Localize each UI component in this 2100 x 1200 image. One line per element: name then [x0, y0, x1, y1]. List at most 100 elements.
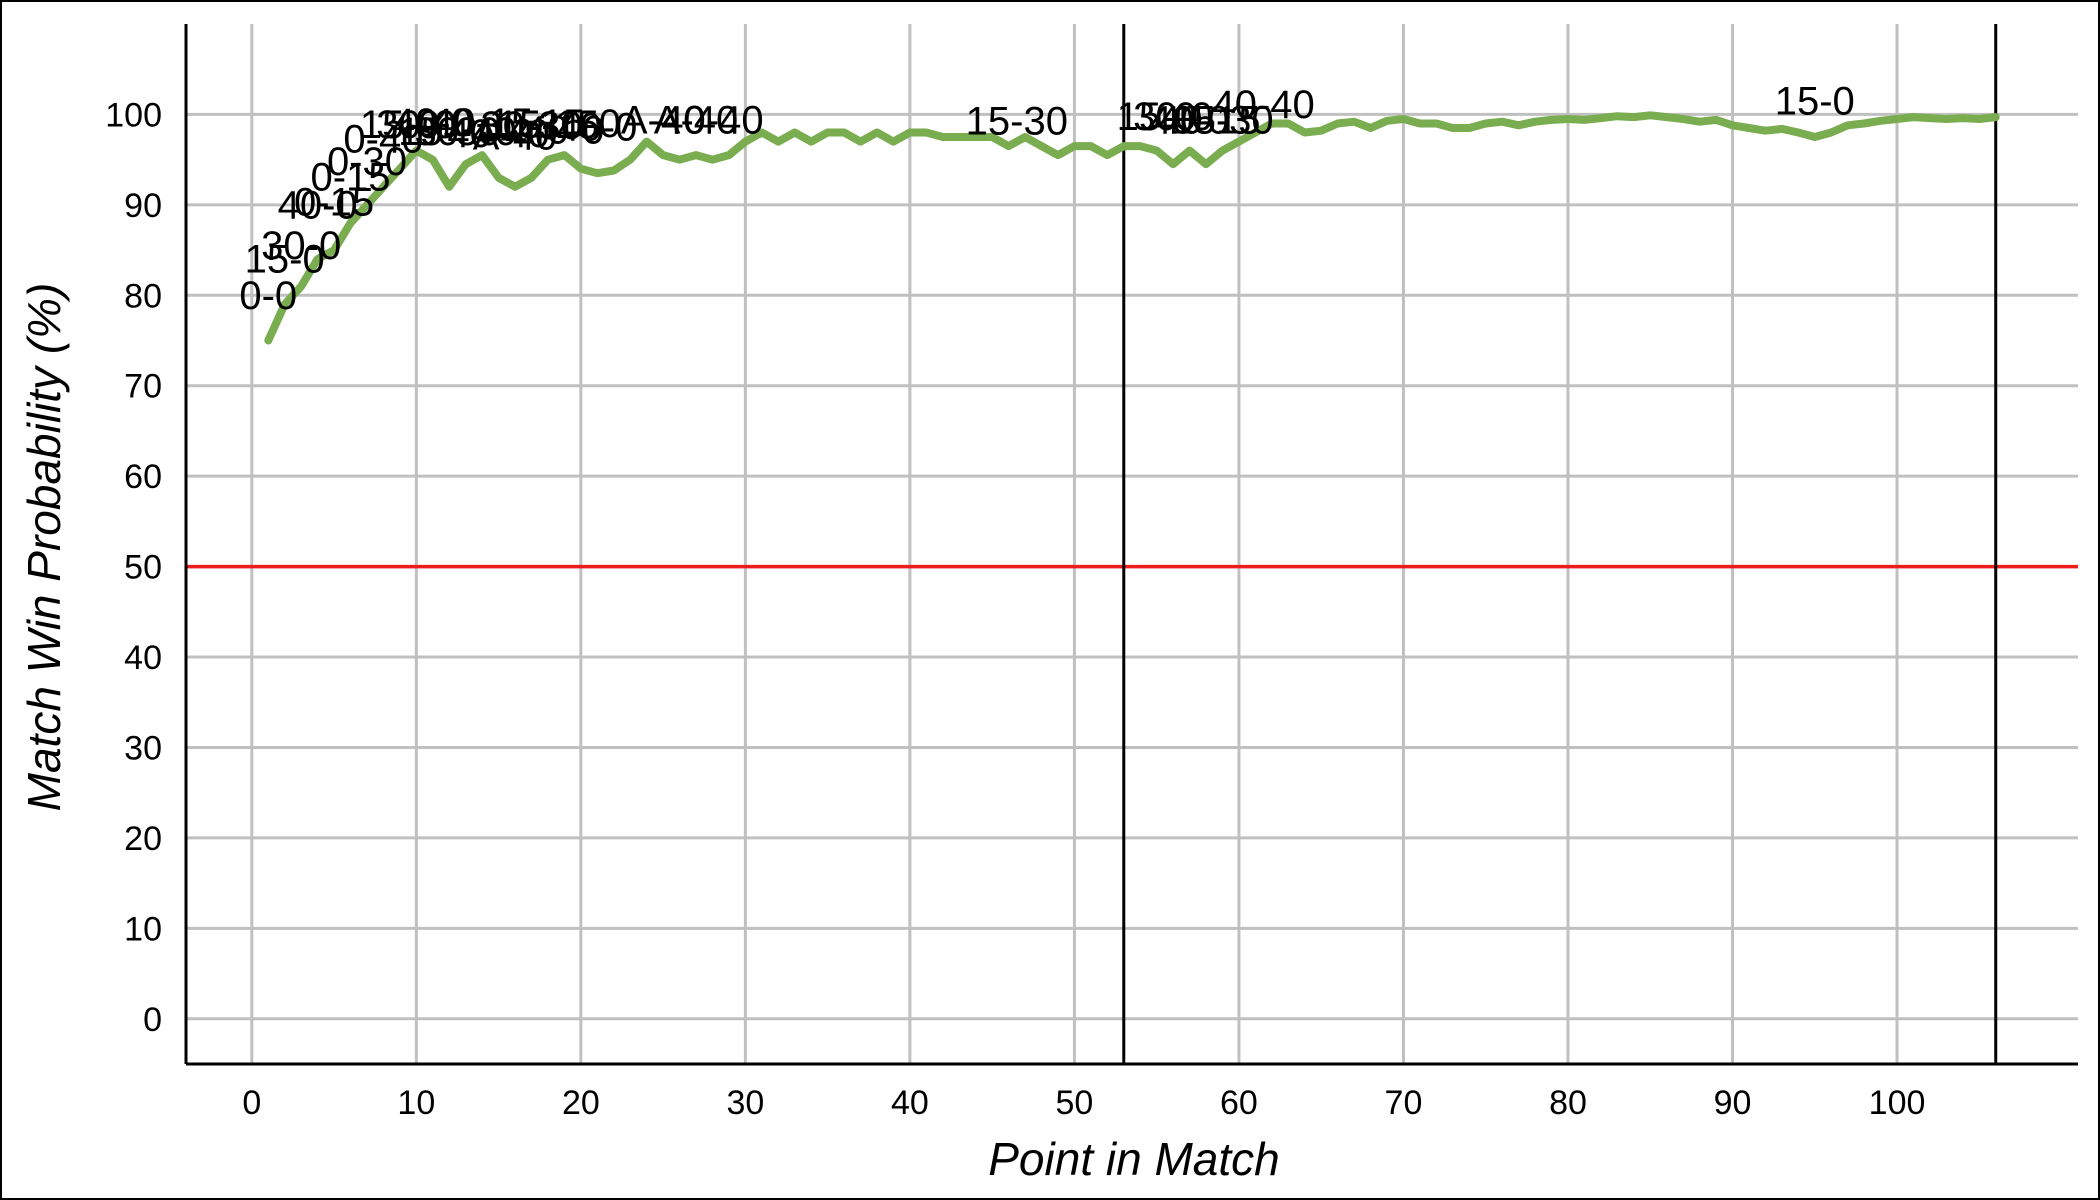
axes	[184, 24, 2078, 1066]
data-point-71	[1419, 123, 1420, 124]
score-label-17: 15-15	[497, 103, 599, 147]
score-label-22: A-40	[654, 98, 739, 142]
score-label-21: A-40	[621, 98, 706, 142]
data-point-105	[1979, 118, 1980, 119]
data-point-23	[630, 159, 631, 160]
data-point-53	[1123, 146, 1124, 147]
score-label-7: 0-40	[343, 117, 423, 161]
data-point-43	[959, 137, 960, 138]
score-label-3: 40-0	[278, 183, 358, 227]
score-label-2: 30-0	[261, 224, 341, 268]
data-point-90	[1732, 125, 1733, 126]
x-tick-label-0: 0	[242, 1084, 261, 1122]
data-point-16	[515, 186, 516, 187]
score-label-13: 40-15	[431, 101, 533, 145]
x-tick-label-50: 50	[1056, 1084, 1094, 1122]
score-label-4: 0-15	[294, 181, 374, 225]
data-point-64	[1304, 132, 1305, 133]
x-tick-label-60: 60	[1220, 1084, 1258, 1122]
data-point-84	[1633, 117, 1634, 118]
y-tick-label-100: 100	[105, 96, 162, 134]
data-point-86	[1666, 117, 1667, 118]
data-point-29	[728, 155, 729, 156]
data-point-36	[844, 132, 845, 133]
data-point-95	[1814, 137, 1815, 138]
data-point-13	[465, 164, 466, 165]
y-tick-label-60: 60	[124, 458, 162, 496]
x-tick-label-90: 90	[1714, 1084, 1752, 1122]
data-point-80	[1567, 118, 1568, 119]
data-point-89	[1716, 119, 1717, 120]
data-point-98	[1864, 123, 1865, 124]
series-layer	[264, 111, 2000, 345]
reference-lines	[186, 24, 2078, 1064]
y-tick-label-50: 50	[124, 549, 162, 587]
data-point-3	[301, 286, 302, 287]
data-point-54	[1140, 146, 1141, 147]
data-point-1	[268, 340, 269, 341]
data-point-79	[1551, 119, 1552, 120]
data-point-83	[1617, 116, 1618, 117]
data-point-48	[1041, 146, 1042, 147]
data-point-97	[1847, 125, 1848, 126]
x-tick-label-20: 20	[562, 1084, 600, 1122]
data-point-68	[1370, 128, 1371, 129]
data-point-91	[1748, 128, 1749, 129]
data-point-65	[1321, 130, 1322, 131]
data-point-26	[679, 159, 680, 160]
data-point-102	[1929, 118, 1930, 119]
score-label-29: 15-30	[1171, 98, 1273, 142]
score-label-16: 30-30	[480, 104, 582, 148]
score-label-1: 15-0	[245, 238, 325, 282]
data-point-21	[597, 173, 598, 174]
data-point-76	[1502, 121, 1503, 122]
data-point-33	[794, 132, 795, 133]
y-tick-label-80: 80	[124, 277, 162, 315]
y-tick-label-70: 70	[124, 368, 162, 406]
score-label-10: 40-0	[393, 101, 473, 145]
data-point-56	[1173, 164, 1174, 165]
data-point-66	[1337, 123, 1338, 124]
y-tick-label-20: 20	[124, 820, 162, 858]
tick-labels: 0 10 20 30 40 50 60 70 80 90 100 0 10 20 30 40 50 60 70 80 9…	[105, 96, 1925, 1122]
data-point-67	[1354, 121, 1355, 122]
data-point-46	[1008, 146, 1009, 147]
data-point-78	[1535, 121, 1536, 122]
score-label-26: 30-0	[1133, 95, 1213, 139]
data-point-73	[1452, 128, 1453, 129]
y-tick-label-10: 10	[124, 910, 162, 948]
data-point-72	[1436, 123, 1437, 124]
x-axis-title: Point in Match	[988, 1133, 1279, 1185]
score-label-30: 40-40	[1212, 83, 1314, 127]
data-point-52	[1107, 155, 1108, 156]
x-tick-label-100: 100	[1869, 1084, 1926, 1122]
data-point-69	[1387, 120, 1388, 121]
data-point-59	[1222, 150, 1223, 151]
data-point-82	[1600, 118, 1601, 119]
score-label-14: 40-40	[447, 112, 549, 156]
data-point-38	[876, 132, 877, 133]
data-point-81	[1584, 119, 1585, 120]
data-point-18	[547, 159, 548, 160]
score-label-25: 15-0	[1117, 95, 1197, 139]
score-label-28: 40-15	[1158, 98, 1260, 142]
data-point-32	[778, 141, 779, 142]
score-label-0: 0-0	[239, 274, 297, 318]
data-point-87	[1683, 118, 1684, 119]
data-point-34	[811, 141, 812, 142]
data-point-99	[1880, 120, 1881, 121]
data-point-55	[1156, 150, 1157, 151]
score-label-31: 15-0	[1775, 79, 1855, 123]
x-tick-label-40: 40	[891, 1084, 929, 1122]
data-point-27	[696, 155, 697, 156]
score-label-19: 15-0	[541, 102, 621, 146]
y-tick-label-90: 90	[124, 187, 162, 225]
data-point-101	[1913, 117, 1914, 118]
x-tick-label-70: 70	[1385, 1084, 1423, 1122]
data-point-77	[1518, 125, 1519, 126]
score-label-18: 40-0	[524, 108, 604, 152]
x-tick-label-30: 30	[726, 1084, 764, 1122]
data-point-57	[1189, 150, 1190, 151]
data-point-103	[1946, 118, 1947, 119]
